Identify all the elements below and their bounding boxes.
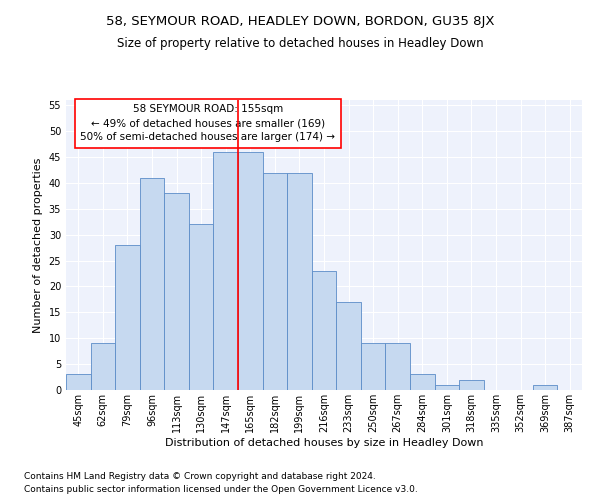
Bar	[533, 385, 557, 390]
Bar	[140, 178, 164, 390]
Bar	[410, 374, 434, 390]
Bar	[66, 374, 91, 390]
Bar	[189, 224, 214, 390]
Bar	[263, 172, 287, 390]
Text: Contains public sector information licensed under the Open Government Licence v3: Contains public sector information licen…	[24, 485, 418, 494]
X-axis label: Distribution of detached houses by size in Headley Down: Distribution of detached houses by size …	[165, 438, 483, 448]
Bar	[91, 344, 115, 390]
Text: 58 SEYMOUR ROAD: 155sqm
← 49% of detached houses are smaller (169)
50% of semi-d: 58 SEYMOUR ROAD: 155sqm ← 49% of detache…	[80, 104, 335, 142]
Bar	[287, 172, 312, 390]
Bar	[164, 193, 189, 390]
Y-axis label: Number of detached properties: Number of detached properties	[33, 158, 43, 332]
Text: Size of property relative to detached houses in Headley Down: Size of property relative to detached ho…	[116, 38, 484, 51]
Text: Contains HM Land Registry data © Crown copyright and database right 2024.: Contains HM Land Registry data © Crown c…	[24, 472, 376, 481]
Bar	[434, 385, 459, 390]
Bar	[361, 344, 385, 390]
Text: 58, SEYMOUR ROAD, HEADLEY DOWN, BORDON, GU35 8JX: 58, SEYMOUR ROAD, HEADLEY DOWN, BORDON, …	[106, 15, 494, 28]
Bar	[459, 380, 484, 390]
Bar	[385, 344, 410, 390]
Bar	[336, 302, 361, 390]
Bar	[312, 271, 336, 390]
Bar	[115, 245, 140, 390]
Bar	[238, 152, 263, 390]
Bar	[214, 152, 238, 390]
